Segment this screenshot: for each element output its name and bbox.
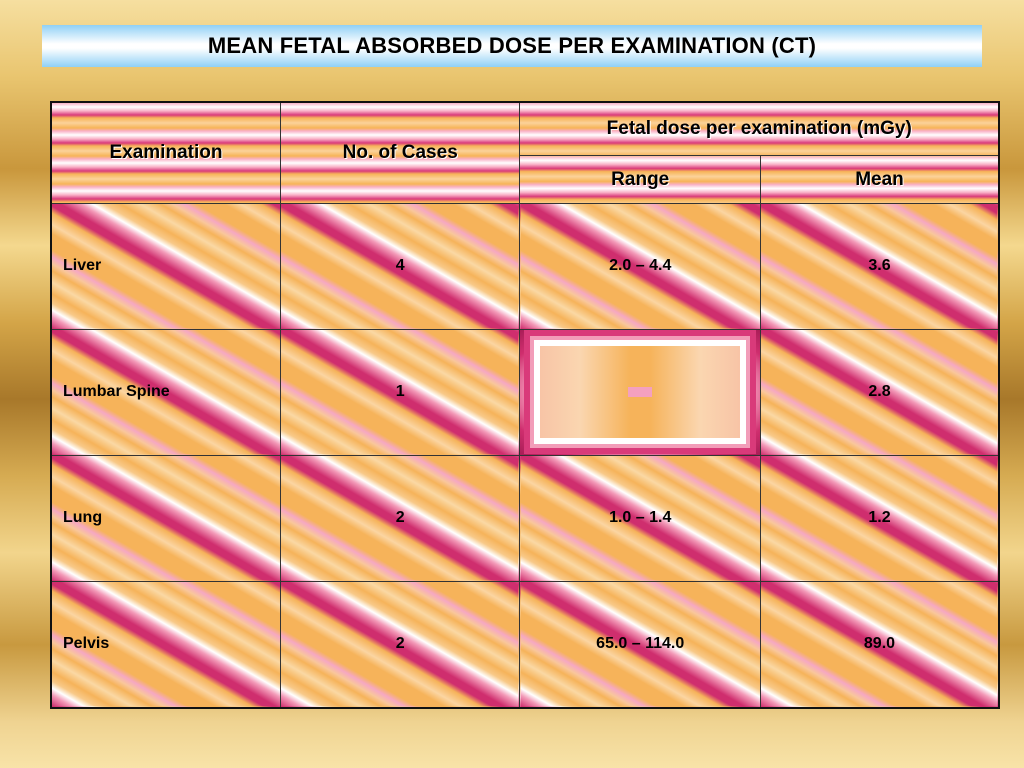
page-title: MEAN FETAL ABSORBED DOSE PER EXAMINATION… xyxy=(207,33,817,58)
table-row: Lung 2 1.0 – 1.4 1.2 xyxy=(50,454,1000,582)
cell-examination: Lung xyxy=(50,454,281,582)
cell-examination: Liver xyxy=(50,202,281,330)
table-row: Liver 4 2.0 – 4.4 3.6 xyxy=(50,202,1000,330)
cell-cases: 2 xyxy=(279,454,521,582)
cell-range: 2.0 – 4.4 xyxy=(519,202,761,330)
header-no-of-cases: No. of Cases xyxy=(279,101,521,204)
fetal-dose-table: Examination No. of Cases Fetal dose per … xyxy=(50,101,1000,709)
title-banner: MEAN FETAL ABSORBED DOSE PER EXAMINATION… xyxy=(42,25,982,67)
header-range: Range xyxy=(519,155,761,204)
header-examination: Examination xyxy=(50,101,281,204)
cell-examination: Lumbar Spine xyxy=(50,328,281,456)
cell-mean: 2.8 xyxy=(759,328,1000,456)
decorative-frame xyxy=(534,340,747,445)
frame-center-mark xyxy=(628,387,653,398)
table-row: Lumbar Spine 1 2.8 xyxy=(50,328,1000,456)
cell-cases: 1 xyxy=(279,328,521,456)
cell-mean: 89.0 xyxy=(759,580,1000,709)
cell-range: 65.0 – 114.0 xyxy=(519,580,761,709)
cell-cases: 2 xyxy=(279,580,521,709)
table-row: Pelvis 2 65.0 – 114.0 89.0 xyxy=(50,580,1000,709)
header-mean: Mean xyxy=(759,155,1000,204)
header-fetal-dose-group: Fetal dose per examination (mGy) xyxy=(519,101,1000,157)
cell-cases: 4 xyxy=(279,202,521,330)
cell-mean: 3.6 xyxy=(759,202,1000,330)
cell-range: 1.0 – 1.4 xyxy=(519,454,761,582)
cell-examination: Pelvis xyxy=(50,580,281,709)
cell-mean: 1.2 xyxy=(759,454,1000,582)
cell-range-empty xyxy=(519,328,761,456)
